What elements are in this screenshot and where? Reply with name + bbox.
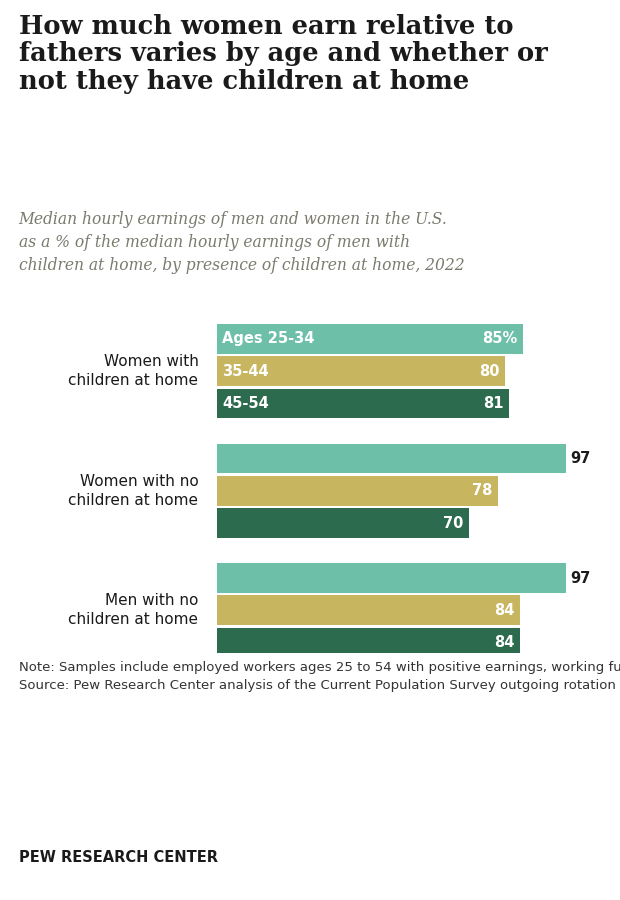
Text: 81: 81 bbox=[483, 396, 503, 411]
Text: Women with no
children at home: Women with no children at home bbox=[68, 474, 198, 508]
Bar bbox=[217, 627, 520, 658]
Text: Note: Samples include employed workers ages 25 to 54 with positive earnings, wor: Note: Samples include employed workers a… bbox=[19, 662, 620, 692]
Text: 45-54: 45-54 bbox=[223, 396, 269, 411]
Bar bbox=[217, 596, 520, 626]
Text: Women with
children at home: Women with children at home bbox=[68, 355, 198, 388]
Text: 70: 70 bbox=[443, 516, 464, 530]
Text: 84: 84 bbox=[494, 603, 514, 617]
Text: Median hourly earnings of men and women in the U.S.
as a % of the median hourly : Median hourly earnings of men and women … bbox=[19, 212, 464, 274]
Text: Ages 25-34: Ages 25-34 bbox=[223, 331, 315, 346]
Text: 35-44: 35-44 bbox=[223, 364, 269, 379]
Text: PEW RESEARCH CENTER: PEW RESEARCH CENTER bbox=[19, 850, 218, 866]
Bar bbox=[217, 356, 505, 386]
Text: 97: 97 bbox=[570, 571, 590, 586]
Bar bbox=[217, 476, 498, 506]
Text: 84: 84 bbox=[494, 635, 514, 650]
Bar bbox=[217, 324, 523, 354]
Bar bbox=[217, 389, 509, 419]
Bar bbox=[217, 508, 469, 538]
Text: How much women earn relative to
fathers varies by age and whether or
not they ha: How much women earn relative to fathers … bbox=[19, 14, 547, 94]
Text: 85%: 85% bbox=[482, 331, 518, 346]
Text: 97: 97 bbox=[570, 451, 590, 466]
Text: Men with no
children at home: Men with no children at home bbox=[68, 593, 198, 627]
Text: 80: 80 bbox=[479, 364, 500, 379]
Bar bbox=[217, 444, 567, 473]
Text: 78: 78 bbox=[472, 483, 492, 499]
Bar bbox=[217, 563, 567, 593]
